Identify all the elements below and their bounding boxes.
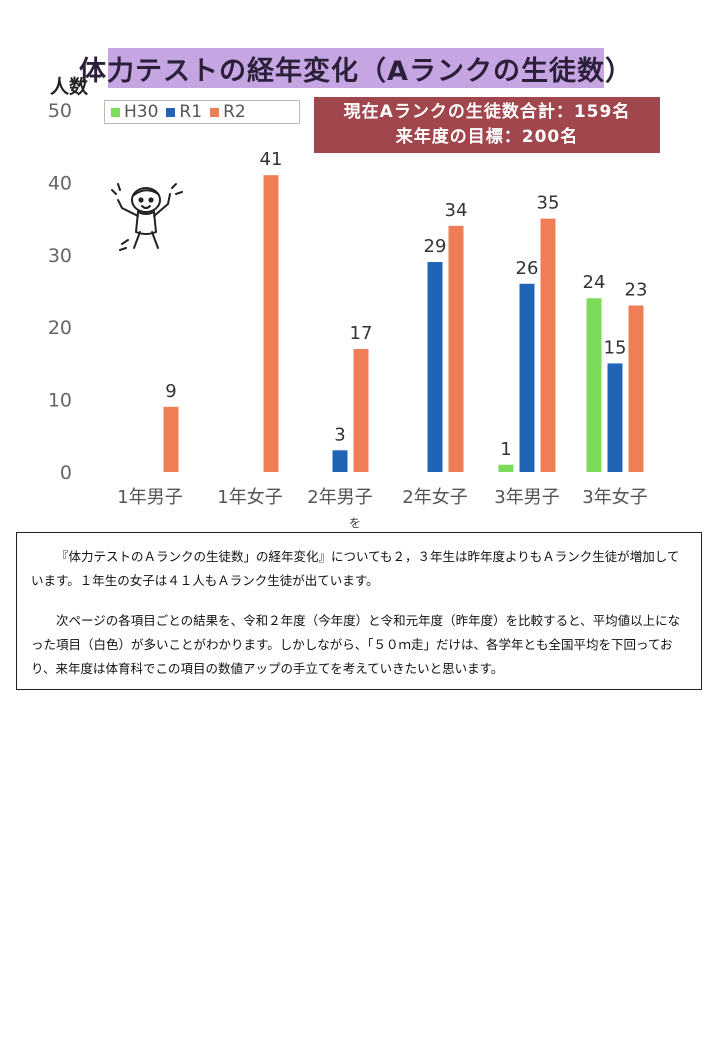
x-category-label: 2年男子: [307, 487, 372, 508]
summary-total: 現在Aランクの生徒数合計：159名: [343, 102, 631, 122]
description-box: 『体力テストのＡランクの生徒数」の経年変化』についても２，３年生は昨年度よりもＡ…: [16, 532, 702, 690]
summary-goal: 来年度の目標：200名: [395, 127, 579, 147]
legend-swatch-r1: [166, 107, 176, 117]
bar-h30-5: [586, 298, 602, 472]
y-tick-label: 30: [48, 245, 72, 267]
legend-item-r2: R2: [210, 102, 246, 122]
x-category-label: 1年男子: [117, 487, 182, 508]
bar-r1-5: [607, 363, 623, 472]
bar-r2-3: [448, 225, 464, 472]
note-mark: を: [349, 516, 362, 530]
data-label-h30-4: 1: [500, 439, 511, 460]
data-label-r2-2: 17: [350, 323, 373, 344]
chart-legend: H30 R1 R2: [104, 100, 300, 124]
data-label-r1-3: 29: [424, 236, 447, 257]
chart-title: 体力テストの経年変化（Aランクの生徒数）: [79, 48, 632, 88]
data-label-r1-2: 3: [334, 424, 345, 445]
bar-r2-4: [540, 218, 556, 472]
bar-r1-4: [519, 283, 535, 472]
description-paragraph-1: 『体力テストのＡランクの生徒数」の経年変化』についても２，３年生は昨年度よりもＡ…: [31, 549, 680, 588]
legend-item-r1: R1: [166, 102, 202, 122]
legend-label-r2: R2: [223, 102, 246, 122]
description-paragraph-2: 次ページの各項目ごとの結果を、令和２年度（今年度）と令和元年度（昨年度）を比較す…: [31, 613, 681, 676]
bar-r2-5: [628, 305, 644, 472]
legend-label-r1: R1: [179, 102, 203, 122]
data-label-r2-3: 34: [445, 200, 468, 221]
x-category-label: 3年女子: [582, 487, 647, 508]
data-label-r2-0: 9: [165, 381, 176, 402]
x-category-label: 1年女子: [217, 487, 282, 508]
y-tick-label: 50: [48, 100, 72, 122]
bar-r1-3: [427, 262, 443, 472]
bar-chart: 0 10 20 30 40 50 9 1年男子 41 1年女子 3 17 2年男子 29 34 2年女子 1 26…: [48, 100, 648, 508]
data-label-h30-5: 24: [583, 272, 606, 293]
y-axis-label: 人数: [50, 76, 89, 98]
bar-r2-1: [263, 175, 279, 472]
y-tick-label: 0: [60, 462, 72, 484]
y-tick-label: 20: [48, 317, 72, 339]
bar-h30-4: [498, 464, 514, 472]
data-label-r2-1: 41: [260, 149, 283, 170]
bar-r2-0: [163, 406, 179, 472]
data-label-r1-4: 26: [516, 258, 539, 279]
legend-item-h30: H30: [111, 102, 158, 122]
y-tick-label: 40: [48, 172, 72, 194]
legend-label-h30: H30: [124, 102, 159, 122]
cheering-mascot-icon: [111, 183, 183, 251]
bar-r2-2: [353, 348, 369, 472]
data-label-r2-5: 23: [625, 279, 648, 300]
legend-swatch-r2: [210, 107, 220, 117]
data-label-r1-5: 15: [604, 337, 627, 358]
data-label-r2-4: 35: [537, 193, 560, 214]
x-category-label: 3年男子: [494, 487, 559, 508]
x-category-label: 2年女子: [402, 487, 467, 508]
bar-r1-2: [332, 450, 348, 472]
summary-box: 現在Aランクの生徒数合計：159名 来年度の目標：200名: [314, 97, 660, 153]
legend-swatch-h30: [111, 107, 120, 117]
y-tick-label: 10: [48, 390, 72, 412]
